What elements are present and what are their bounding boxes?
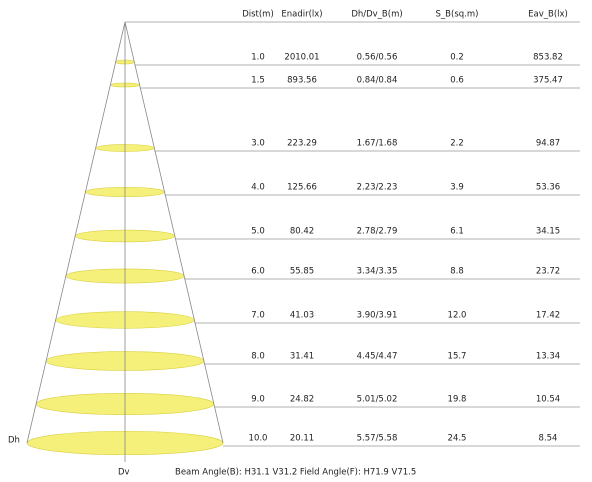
cell: 53.36 [536,183,560,193]
cell: 31.41 [290,352,314,362]
cell: 3.9 [450,183,464,193]
cell: 20.11 [290,434,314,444]
cell: 6.0 [251,267,265,277]
cell: 13.34 [536,352,560,362]
cell: 7.0 [251,311,265,321]
cell: 12.0 [448,311,467,321]
cone-edge [26,21,126,444]
cell: 17.42 [536,311,560,321]
column-header: S_B(sq.m) [436,10,479,20]
cell: 8.54 [539,434,558,444]
cell: 55.85 [290,267,314,277]
cell: 2.78/2.79 [357,227,398,237]
cell: 10.54 [536,395,560,405]
cell: 5.01/5.02 [357,395,398,405]
column-header: Enadir(lx) [281,10,322,20]
cell: 3.90/3.91 [357,311,398,321]
cell: 0.56/0.56 [357,53,398,63]
cell: 9.0 [251,395,265,405]
cell: 4.45/4.47 [357,352,398,362]
cell: 1.0 [251,53,265,63]
cell: 893.56 [287,76,317,86]
column-header: Eav_B(lx) [528,10,568,20]
dh-label: Dh [8,436,20,446]
cell: 15.7 [448,352,467,362]
cell: 5.0 [251,227,265,237]
cell: 375.47 [533,76,563,86]
cell: 94.87 [536,139,560,149]
cell: 8.8 [450,267,464,277]
cell: 2.23/2.23 [357,183,398,193]
cell: 3.34/3.35 [357,267,398,277]
column-header: Dist(m) [242,10,274,20]
cell: 34.15 [536,227,560,237]
cell: 19.8 [448,395,467,405]
cell: 10.0 [249,434,268,444]
cell: 223.29 [287,139,317,149]
cell: 1.67/1.68 [357,139,398,149]
cell: 0.6 [450,76,464,86]
dv-label: Dv [118,468,130,478]
cell: 1.5 [251,76,265,86]
cell: 125.66 [287,183,317,193]
cell: 2010.01 [284,53,319,63]
cell: 853.82 [533,53,563,63]
cell: 8.0 [251,352,265,362]
cell: 41.03 [290,311,314,321]
column-header: Dh/Dv_B(m) [351,10,402,20]
cell: 6.1 [450,227,464,237]
footer: Beam Angle(B): H31.1 V31.2 Field Angle(F… [175,468,416,478]
cell: 0.84/0.84 [357,76,398,86]
cell: 5.57/5.58 [357,434,398,444]
cell: 24.82 [290,395,314,405]
cell: 24.5 [448,434,467,444]
cell: 2.2 [450,139,464,149]
cell: 80.42 [290,227,314,237]
cell: 23.72 [536,267,560,277]
cone-edge [124,21,224,444]
cell: 3.0 [251,139,265,149]
cell: 0.2 [450,53,464,63]
cell: 4.0 [251,183,265,193]
